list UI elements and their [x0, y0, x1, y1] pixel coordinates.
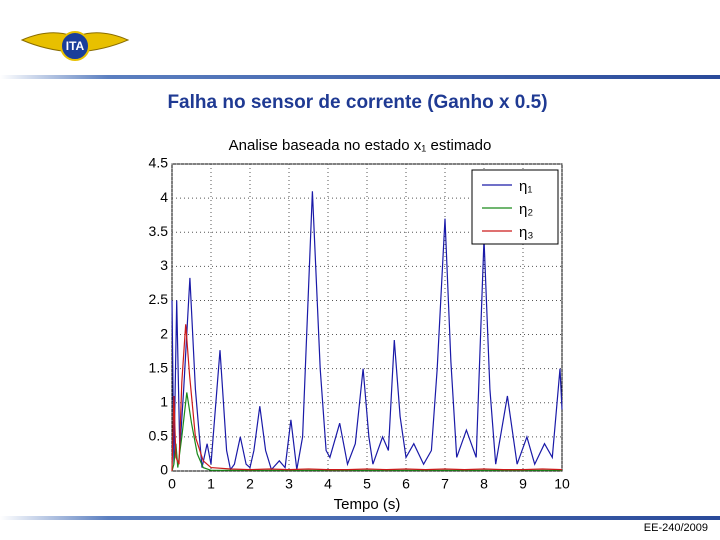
slide-title: Falha no sensor de corrente (Ganho x 0.5…	[167, 92, 548, 113]
line-series	[171, 392, 562, 472]
line-series	[171, 324, 563, 472]
x-tick-label: 5	[363, 476, 371, 492]
x-tick-label: 3	[285, 476, 293, 492]
y-tick-label: 4	[160, 189, 168, 205]
x-axis-label: Tempo (s)	[334, 496, 401, 513]
x-tick-label: 7	[441, 476, 449, 492]
legend-label: η₃	[519, 224, 533, 241]
y-tick-label: 0.5	[149, 428, 169, 444]
logo: ITA	[20, 31, 130, 61]
x-tick-label: 8	[480, 476, 488, 492]
y-tick-label: 1	[160, 393, 168, 409]
footer: EE-240/2009	[643, 522, 708, 534]
y-tick-label: 3.5	[149, 223, 169, 239]
legend-box	[471, 169, 559, 245]
y-tick-label: 4.5	[149, 155, 169, 171]
svg-text:ITA: ITA	[66, 39, 85, 53]
x-tick-label: 0	[168, 476, 176, 492]
x-tick-label: 2	[246, 476, 254, 492]
y-tick-label: 3	[160, 257, 168, 273]
legend-label: η₂	[519, 201, 533, 218]
chart-title: Analise baseada no estado x₁ estimado	[229, 137, 492, 154]
y-tick-label: 0	[160, 462, 168, 478]
x-tick-label: 6	[402, 476, 410, 492]
footer-rule	[0, 516, 720, 520]
x-tick-label: 1	[207, 476, 215, 492]
header-rule	[0, 75, 720, 79]
x-tick-label: 10	[554, 476, 570, 492]
x-tick-label: 4	[324, 476, 332, 492]
x-tick-label: 9	[519, 476, 527, 492]
legend-label: η₁	[519, 178, 532, 195]
y-tick-label: 2.5	[149, 291, 169, 307]
y-tick-label: 2	[160, 325, 168, 341]
y-tick-label: 1.5	[149, 359, 169, 375]
